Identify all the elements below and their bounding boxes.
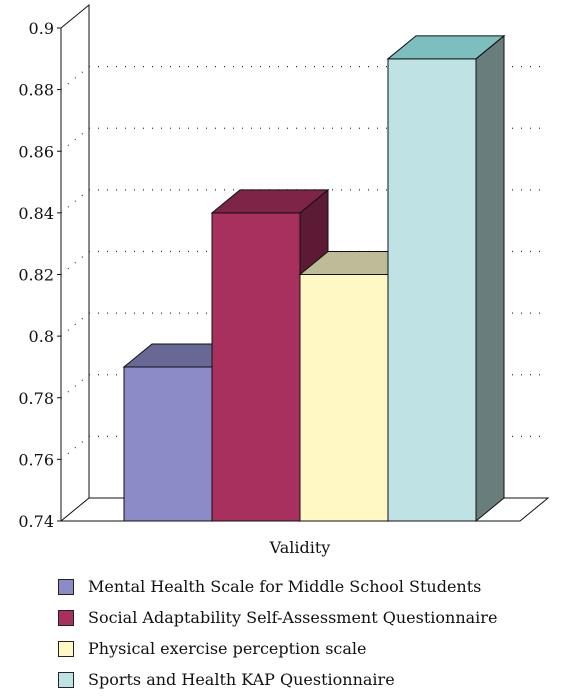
legend-item: Physical exercise perception scale	[58, 633, 497, 664]
bar-top	[386, 35, 506, 60]
legend-item: Sports and Health KAP Questionnaire	[58, 664, 497, 695]
gridline-diagonal	[60, 66, 90, 91]
y-tick-labels: 0.74 0.76 0.78 0.8 0.82 0.84 0.86 0.88 0.9	[18, 19, 61, 531]
bars	[122, 34, 506, 523]
bar-front	[299, 274, 389, 522]
legend-label: Physical exercise perception scale	[88, 639, 367, 658]
legend-label: Sports and Health KAP Questionnaire	[88, 670, 395, 689]
bar-top	[210, 189, 330, 214]
gridline-diagonal	[60, 312, 90, 337]
gridline-diagonal	[60, 374, 90, 399]
y-tick-label: 0.9	[29, 19, 54, 38]
gridlines	[60, 66, 548, 460]
gridline-diagonal	[60, 189, 90, 214]
bar-front	[211, 212, 301, 522]
bar-front	[387, 58, 477, 522]
bar-side	[475, 34, 505, 523]
legend-label: Mental Health Scale for Middle School St…	[88, 577, 482, 596]
legend-swatch	[58, 609, 74, 626]
legend-item: Social Adaptability Self-Assessment Ques…	[58, 602, 497, 633]
legend-swatch	[58, 671, 74, 688]
gridline-diagonal	[60, 251, 90, 275]
bar-4	[386, 34, 506, 523]
legend-item: Mental Health Scale for Middle School St…	[58, 571, 497, 602]
y-tick-label: 0.82	[18, 266, 54, 285]
y-tick-label: 0.76	[18, 450, 54, 469]
x-axis-category-label: Validity	[269, 538, 331, 557]
bar-front	[123, 366, 213, 522]
legend-swatch	[58, 640, 74, 657]
y-tick-label: 0.78	[18, 389, 54, 408]
gridline-diagonal	[60, 435, 90, 460]
y-tick-label: 0.86	[18, 142, 54, 161]
gridline-diagonal	[60, 127, 90, 152]
y-tick-label: 0.8	[29, 327, 54, 346]
legend-swatch	[58, 578, 74, 595]
y-tick-label: 0.84	[18, 204, 54, 223]
y-tick-label: 0.88	[18, 81, 54, 100]
y-tick-label: 0.74	[18, 512, 54, 531]
legend: Mental Health Scale for Middle School St…	[58, 571, 497, 695]
back-wall-left-edge	[60, 3, 90, 498]
legend-label: Social Adaptability Self-Assessment Ques…	[88, 608, 498, 627]
